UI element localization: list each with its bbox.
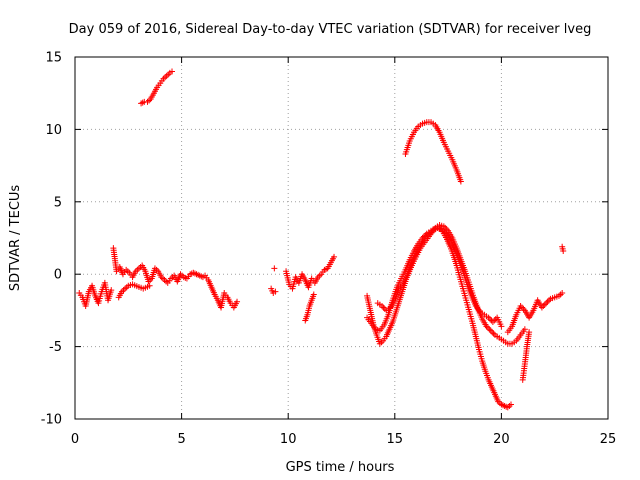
data-point-interp [120, 287, 127, 294]
data-point-interp [486, 326, 493, 333]
data-point-interp [540, 303, 547, 310]
data-point [526, 329, 533, 336]
data-point [543, 300, 550, 307]
x-tick-label-10: 10 [280, 432, 297, 447]
x-tick-label-0: 0 [71, 432, 79, 447]
data-point [135, 265, 142, 272]
data-point [163, 72, 170, 79]
y-tick-label-neg5: -5 [49, 340, 62, 355]
data-point [180, 274, 187, 281]
y-tick-label-neg10: -10 [41, 413, 62, 428]
data-point [138, 100, 145, 107]
data-point [144, 98, 151, 105]
data-point-interp [546, 297, 553, 304]
data-point [122, 285, 129, 292]
data-point-interp [323, 266, 330, 273]
data-point [146, 282, 153, 289]
data-point [379, 303, 386, 310]
data-point [560, 248, 567, 255]
data-point-interp [490, 330, 497, 337]
data-point-interp [487, 316, 494, 323]
y-tick-label-15: 15 [45, 51, 62, 66]
data-point [169, 68, 176, 75]
data-point [457, 178, 464, 185]
plot-frame [74, 56, 609, 420]
x-tick-label-25: 25 [600, 432, 617, 447]
data-point-interp [519, 304, 526, 311]
data-point [310, 291, 317, 298]
y-tick-label-5: 5 [54, 195, 62, 210]
data-point [271, 265, 278, 272]
data-point [521, 326, 528, 333]
data-point-interp [134, 266, 141, 273]
x-tick-label-20: 20 [493, 432, 510, 447]
data-point-interp [491, 317, 498, 324]
y-tick-label-10: 10 [45, 123, 62, 138]
data-point [161, 276, 168, 283]
x-axis-label: GPS time / hours [286, 460, 395, 475]
data-point [559, 290, 566, 297]
data-point-interp [380, 304, 387, 311]
data-point [517, 303, 524, 310]
data-point [485, 314, 492, 321]
data-point [487, 327, 494, 334]
data-point [483, 323, 490, 330]
y-axis-label: SDTVAR / TECUs [8, 185, 23, 292]
data-point [489, 318, 496, 325]
data-point-interp [162, 74, 169, 81]
data-point-interp [440, 227, 447, 234]
data-point [498, 323, 505, 330]
data-point-interp [163, 278, 170, 285]
x-tick-label-5: 5 [177, 432, 185, 447]
x-tick-label-15: 15 [387, 432, 404, 447]
data-point-interp [489, 329, 496, 336]
data-point-interp [484, 324, 491, 331]
data-point-interp [316, 272, 323, 279]
data-point [108, 287, 115, 294]
data-point [538, 304, 545, 311]
y-tick-label-0: 0 [54, 268, 62, 283]
data-point-interp [544, 298, 551, 305]
data-point-interp [441, 229, 448, 236]
grid-lines [75, 57, 608, 419]
data-point [272, 288, 279, 295]
data-points [76, 68, 567, 411]
data-point-interp [165, 71, 172, 78]
data-point-interp [520, 305, 527, 312]
data-point-interp [139, 99, 146, 106]
chart-title: Day 059 of 2016, Sidereal Day-to-day VTE… [69, 22, 592, 37]
data-point-interp [506, 402, 513, 409]
axis-ticks [74, 56, 609, 420]
data-point-interp [159, 275, 166, 282]
data-point [438, 226, 445, 233]
data-point-interp [124, 268, 131, 275]
data-point-interp [146, 97, 153, 104]
data-point-interp [541, 301, 548, 308]
data-point [331, 253, 338, 260]
data-point [234, 298, 241, 305]
data-point [507, 401, 514, 408]
